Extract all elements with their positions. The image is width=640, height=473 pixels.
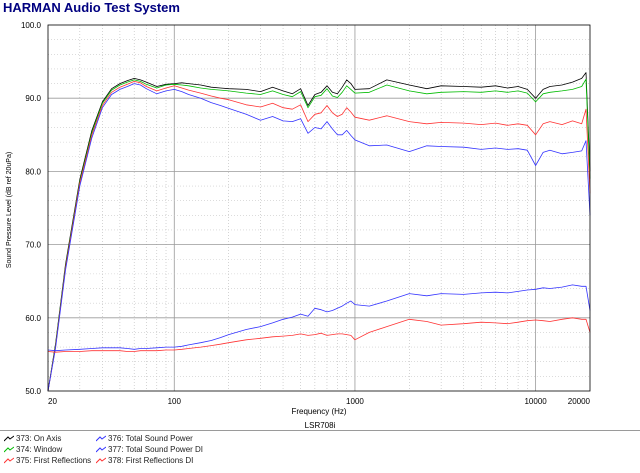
x-axis-label: Frequency (Hz) xyxy=(291,407,346,416)
legend-item: 374: Window xyxy=(4,444,62,455)
y-tick-label: 80.0 xyxy=(25,167,41,176)
legend-item: 378: First Reflections DI xyxy=(96,455,193,466)
legend-item: 376: Total Sound Power xyxy=(96,433,193,444)
legend-label: 378: First Reflections DI xyxy=(108,456,194,465)
legend: 373: On Axis 374: Window 375: First Reflec… xyxy=(0,432,640,473)
legend-swatch xyxy=(4,457,14,465)
legend-swatch xyxy=(96,435,106,443)
legend-swatch xyxy=(96,457,106,465)
series-line-5 xyxy=(47,284,591,352)
legend-swatch xyxy=(96,446,106,454)
series-line-2 xyxy=(47,78,591,392)
x-tick-label: 10000 xyxy=(524,397,547,406)
series-line-1 xyxy=(47,72,591,392)
y-axis-label: Sound Pressure Level (dB ref 20uPa) xyxy=(6,152,13,268)
legend-item: 377: Total Sound Power DI xyxy=(96,444,203,455)
legend-swatch xyxy=(4,435,14,443)
app-title: HARMAN Audio Test System xyxy=(3,0,180,15)
series-line-4 xyxy=(47,83,591,392)
x-tick-label: 100 xyxy=(168,397,182,406)
legend-label: 373: On Axis xyxy=(16,434,62,443)
legend-label: 376: Total Sound Power xyxy=(108,434,193,443)
plot-area xyxy=(48,25,590,391)
legend-label: 375: First Reflections xyxy=(16,456,92,465)
y-tick-label: 50.0 xyxy=(25,387,41,396)
plot-frame xyxy=(47,24,591,392)
y-tick-label: 100.0 xyxy=(21,21,42,30)
series-line-3 xyxy=(47,81,591,392)
y-tick-label: 70.0 xyxy=(25,241,41,250)
frequency-response-chart: 50.0 60.0 70.0 80.0 90.0 100.0 20 100 1000 10000 2… xyxy=(6,21,591,416)
legend-label: 377: Total Sound Power DI xyxy=(108,445,204,454)
legend-label: 374: Window xyxy=(16,445,63,454)
legend-swatch xyxy=(4,446,14,454)
x-tick-label: 20 xyxy=(48,397,57,406)
legend-item: 373: On Axis xyxy=(4,433,61,444)
chart-caption: LSR708i xyxy=(304,421,336,430)
legend-item: 375: First Reflections xyxy=(4,455,91,466)
series-line-6 xyxy=(47,317,591,353)
legend-divider xyxy=(0,430,640,431)
y-tick-label: 60.0 xyxy=(25,314,41,323)
x-tick-label: 1000 xyxy=(346,397,364,406)
y-tick-label: 90.0 xyxy=(25,94,41,103)
x-tick-label: 20000 xyxy=(568,397,591,406)
